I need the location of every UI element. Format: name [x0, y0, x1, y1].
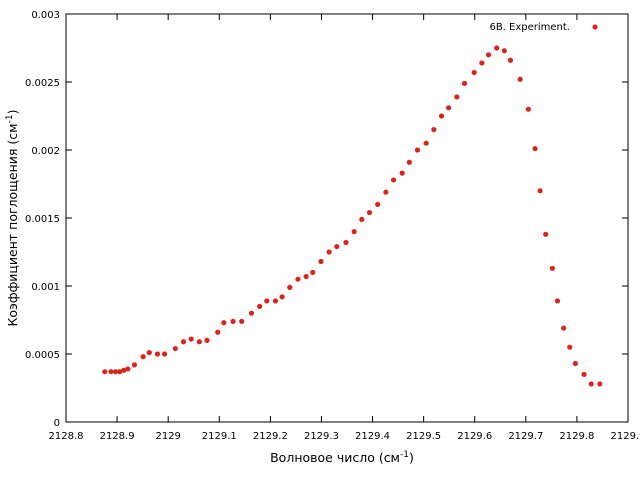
data-point — [414, 147, 421, 153]
data-point — [257, 303, 263, 309]
x-tick-label: 2129.4 — [355, 431, 390, 442]
y-tick-label: 0.0005 — [25, 350, 60, 361]
data-point — [390, 177, 397, 183]
x-axis-title: Волновое число (см-1) — [270, 450, 414, 465]
x-tick-label: 2129.8 — [559, 431, 594, 442]
data-point — [272, 298, 279, 304]
data-point — [543, 231, 549, 237]
x-tick-label: 2129.9 — [611, 431, 640, 442]
data-point — [215, 329, 221, 335]
data-point — [125, 366, 131, 372]
data-point — [196, 339, 202, 345]
legend-label: 6B. Experiment. — [489, 22, 570, 33]
data-point — [581, 371, 587, 377]
data-point — [375, 201, 381, 207]
data-point — [230, 318, 236, 324]
data-point — [248, 310, 255, 316]
data-point — [180, 339, 187, 345]
x-tick-label: 2128.8 — [49, 431, 84, 442]
y-tick-label: 0.0025 — [25, 78, 60, 89]
data-point — [334, 243, 340, 250]
x-tick-label: 2129.1 — [202, 431, 237, 442]
plot-frame — [65, 13, 629, 423]
data-point — [461, 80, 468, 86]
legend: 6B. Experiment. — [489, 22, 598, 33]
y-tick-label: 0.003 — [31, 10, 60, 21]
data-point — [326, 249, 332, 255]
data-point — [295, 276, 301, 282]
data-point — [108, 369, 114, 375]
data-point — [102, 369, 108, 375]
data-point — [359, 216, 365, 222]
y-tick-label: 0.001 — [31, 282, 60, 293]
data-point — [140, 354, 146, 360]
data-point — [479, 60, 485, 66]
data-point — [351, 229, 357, 235]
y-tick-label: 0.002 — [31, 146, 60, 157]
y-tick-label: 0 — [54, 418, 60, 429]
x-tick-label: 2129.3 — [304, 431, 339, 442]
data-point — [532, 146, 538, 152]
data-point — [310, 269, 316, 275]
data-point — [517, 76, 523, 82]
data-point — [572, 360, 578, 367]
data-point — [501, 48, 507, 54]
data-point — [131, 362, 138, 368]
data-point — [431, 127, 437, 133]
y-axis-title: Коэффициент поглощения (см-1) — [5, 110, 20, 327]
data-point — [366, 209, 373, 216]
data-point — [287, 284, 293, 290]
x-tick-label: 2129.6 — [457, 431, 492, 442]
x-tick-label: 2129.2 — [253, 431, 288, 442]
data-point — [221, 320, 227, 326]
data-point — [399, 170, 405, 176]
data-point — [454, 94, 460, 100]
data-point — [406, 159, 412, 165]
data-point — [446, 105, 452, 111]
legend-marker — [592, 24, 598, 30]
data-point — [537, 188, 543, 194]
data-point — [154, 351, 161, 357]
data-point — [597, 381, 603, 387]
data-point — [162, 351, 168, 357]
data-point — [549, 265, 555, 271]
data-point — [561, 325, 567, 331]
data-point — [471, 69, 477, 76]
data-point — [239, 318, 245, 324]
data-series — [102, 45, 603, 387]
data-point — [567, 344, 573, 350]
y-axis: 0 0.0005 0.001 0.0015 0.002 0.0025 0.003 — [25, 10, 628, 429]
data-point — [204, 337, 210, 343]
x-tick-label: 2129.7 — [508, 431, 543, 442]
x-tick-label: 2129 — [155, 431, 180, 442]
data-point — [588, 381, 594, 387]
data-point — [279, 294, 285, 300]
data-point — [438, 113, 445, 119]
x-tick-label: 2129.5 — [406, 431, 441, 442]
y-tick-label: 0.0015 — [25, 214, 60, 225]
x-tick-label: 2128.9 — [100, 431, 135, 442]
data-point — [423, 140, 429, 146]
x-axis: 2128.8 2128.9 2129 2129.1 2129.2 2129.3 2129.4… — [49, 14, 640, 442]
data-point — [303, 273, 309, 280]
data-point — [507, 57, 514, 63]
data-point — [172, 345, 178, 352]
data-point — [383, 189, 389, 195]
data-point — [117, 369, 123, 375]
data-point — [188, 336, 194, 342]
data-point — [112, 369, 119, 375]
data-point — [343, 239, 349, 246]
data-point — [494, 45, 500, 51]
data-point — [318, 258, 324, 265]
data-point — [554, 298, 561, 304]
data-point — [525, 106, 531, 112]
data-point — [485, 52, 492, 58]
data-point — [264, 298, 270, 304]
data-point — [146, 350, 152, 356]
data-point — [121, 367, 127, 373]
